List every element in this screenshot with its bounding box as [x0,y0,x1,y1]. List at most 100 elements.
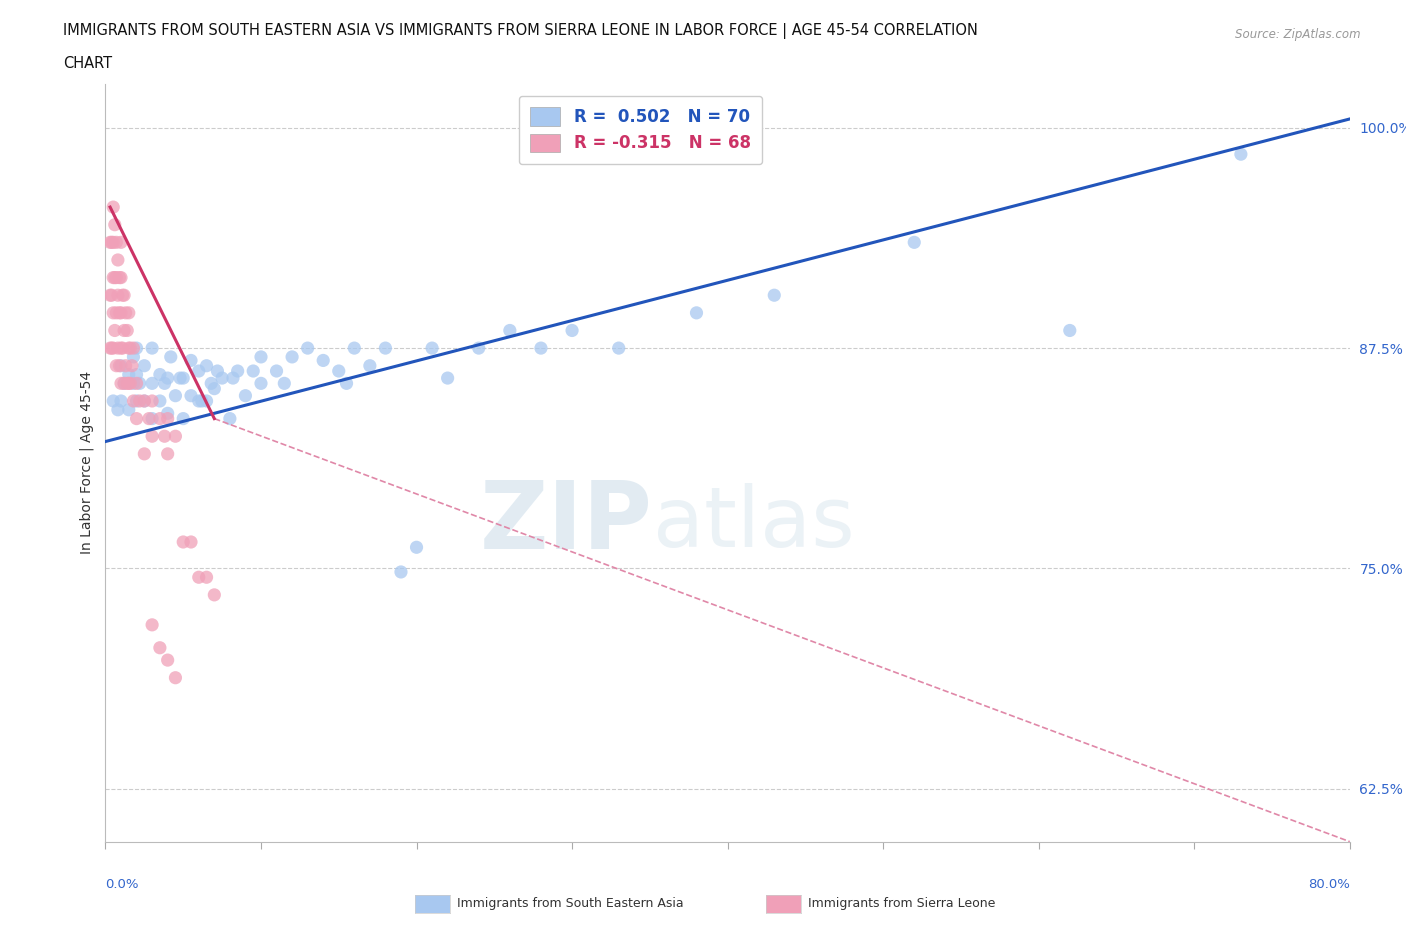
Point [112,376,135,391]
Point [180,535,202,550]
Point [250,376,273,391]
Point [112,323,135,338]
Text: IMMIGRANTS FROM SOUTH EASTERN ASIA VS IMMIGRANTS FROM SIERRA LEONE IN LABOR FORC: IMMIGRANTS FROM SOUTH EASTERN ASIA VS IM… [63,23,979,39]
Point [103,235,125,250]
Point [98,287,121,302]
Point [222,371,245,386]
Point [159,350,181,365]
Point [169,371,191,386]
Point [149,641,172,656]
Text: Immigrants from Sierra Leone: Immigrants from Sierra Leone [808,897,995,910]
Point [105,270,128,285]
Point [1230,147,1253,162]
Point [103,270,125,285]
Point [134,446,156,461]
Point [156,446,179,461]
Point [359,358,381,373]
Point [111,287,134,302]
Point [1059,323,1081,338]
Point [138,411,160,426]
Point [115,376,138,391]
Point [107,403,129,418]
Point [141,429,163,444]
Point [328,364,350,379]
Point [108,270,131,285]
Point [120,376,142,391]
Point [108,305,131,320]
Text: Source: ZipAtlas.com: Source: ZipAtlas.com [1236,28,1361,41]
Point [297,340,319,355]
Point [202,588,225,603]
Point [128,393,150,408]
Point [903,235,925,250]
Point [141,340,163,355]
Point [110,270,132,285]
Point [125,367,148,382]
Point [134,393,156,408]
Point [187,393,209,408]
Point [153,376,176,391]
Point [103,393,125,408]
Point [165,388,187,403]
Point [149,367,172,382]
Point [98,340,121,355]
Point [607,340,630,355]
Point [118,367,141,382]
Point [202,381,225,396]
Point [281,350,304,365]
Point [226,364,249,379]
Point [100,235,122,250]
Point [156,653,179,668]
Point [114,358,136,373]
Text: 80.0%: 80.0% [1308,878,1350,891]
Point [266,364,288,379]
Point [104,218,127,232]
Point [125,340,148,355]
Point [763,287,786,302]
Point [104,270,127,285]
Point [118,340,141,355]
Point [218,411,242,426]
Point [149,393,172,408]
Point [118,403,141,418]
Point [312,353,335,368]
Point [242,364,264,379]
Point [389,565,412,579]
Point [235,388,257,403]
Point [530,340,553,355]
Text: 0.0%: 0.0% [105,878,139,891]
Point [105,305,128,320]
Point [114,305,136,320]
Point [112,287,135,302]
Point [118,376,141,391]
Point [134,393,156,408]
Text: Immigrants from South Eastern Asia: Immigrants from South Eastern Asia [457,897,683,910]
Legend: R =  0.502   N = 70, R = -0.315   N = 68: R = 0.502 N = 70, R = -0.315 N = 68 [519,96,762,164]
Point [125,376,148,391]
Point [110,376,132,391]
Point [335,376,357,391]
Point [156,405,179,420]
Point [436,371,458,386]
Point [153,429,176,444]
Point [111,340,134,355]
Point [134,358,156,373]
Point [100,287,122,302]
Point [149,411,172,426]
Point [141,376,163,391]
Point [103,200,125,215]
Point [273,376,295,391]
Point [110,340,132,355]
Point [118,305,141,320]
Point [107,253,129,268]
Point [343,340,366,355]
Point [141,411,163,426]
Point [165,671,187,685]
Point [121,358,143,373]
Point [405,539,427,554]
Point [125,393,148,408]
Point [125,411,148,426]
Point [195,570,218,585]
Point [195,358,218,373]
Point [128,376,150,391]
